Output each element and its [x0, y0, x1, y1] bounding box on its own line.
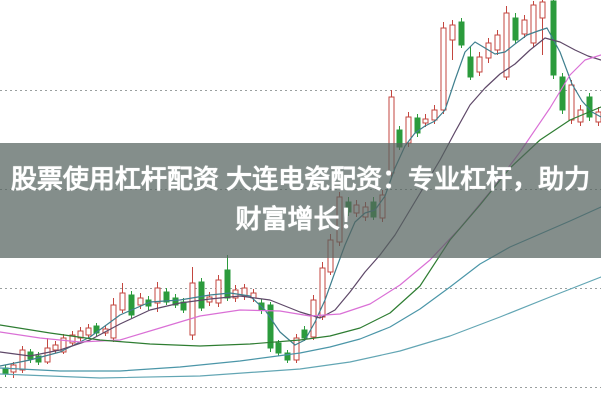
headline-line-1: 股票使用杠杆配资 大连电瓷配资：专业杠杆，助力: [10, 164, 591, 194]
headline-line-2: 财富增长！: [235, 204, 366, 234]
headline-banner: 股票使用杠杆配资 大连电瓷配资：专业杠杆，助力 财富增长！: [0, 143, 601, 258]
